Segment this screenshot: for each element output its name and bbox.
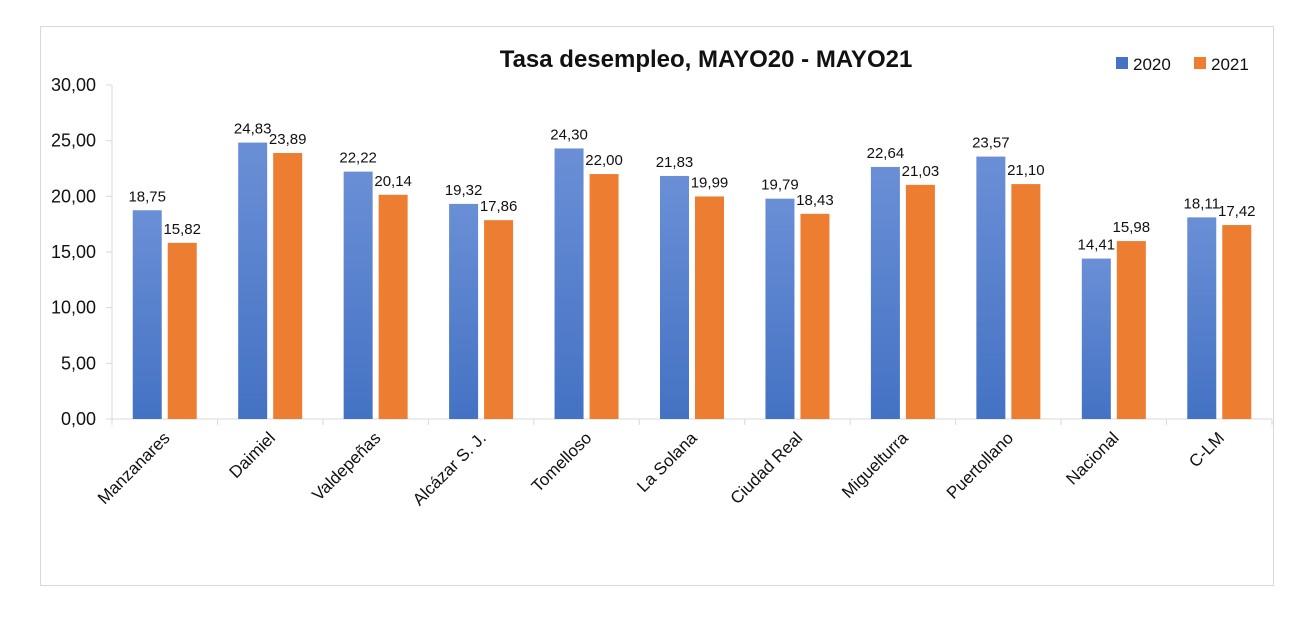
data-label-2020: 21,83 xyxy=(656,154,694,171)
y-tick-label: 5,00 xyxy=(61,353,96,373)
x-tick-label: Tomelloso xyxy=(528,428,596,496)
data-label-2020: 18,75 xyxy=(128,188,166,205)
bar-2021 xyxy=(167,242,197,419)
y-tick-label: 25,00 xyxy=(51,131,96,151)
data-label-2020: 22,22 xyxy=(339,150,377,167)
bar-2020 xyxy=(343,171,373,419)
data-label-2021: 17,42 xyxy=(1218,203,1256,220)
data-label-2020: 18,11 xyxy=(1184,195,1220,212)
bar-2020 xyxy=(1187,217,1217,419)
bar-2020 xyxy=(132,210,162,419)
bar-2020 xyxy=(554,148,584,419)
x-tick-label: Puertollano xyxy=(943,428,1017,502)
bar-2020 xyxy=(870,166,900,419)
x-tick-label: Ciudad Real xyxy=(727,428,807,508)
bar-2021 xyxy=(1011,184,1041,419)
legend-swatch-2020 xyxy=(1116,57,1128,69)
bar-2021 xyxy=(378,194,408,419)
data-label-2020: 14,41 xyxy=(1078,237,1116,254)
x-tick-label: Miguelturra xyxy=(838,428,912,502)
bar-2021 xyxy=(1222,225,1252,419)
bar-2021 xyxy=(695,196,724,419)
data-label-2021: 23,89 xyxy=(269,131,307,148)
legend: 2020 2021 xyxy=(1116,55,1249,74)
data-label-2020: 22,64 xyxy=(867,145,905,162)
bar-2021 xyxy=(589,174,619,419)
x-tick-label: Valdepeñas xyxy=(308,428,384,504)
y-tick-label: 20,00 xyxy=(51,186,96,206)
bar-2020 xyxy=(238,142,268,419)
data-label-2021: 15,98 xyxy=(1113,219,1151,236)
data-label-2021: 17,86 xyxy=(480,198,518,215)
x-axis: Manzanares Daimiel Valdepeñas Alcázar S. J.… xyxy=(94,418,1273,509)
data-label-2021: 15,82 xyxy=(163,221,201,238)
bar-2020 xyxy=(976,156,1006,419)
data-label-2021: 19,99 xyxy=(691,174,729,191)
data-label-2021: 18,43 xyxy=(796,192,834,209)
y-tick-label: 10,00 xyxy=(51,298,96,318)
bar-2020 xyxy=(660,175,689,419)
bar-2020 xyxy=(1081,258,1111,419)
data-label-2020: 24,83 xyxy=(234,121,272,138)
bar-2021 xyxy=(905,184,935,419)
legend-label-2021: 2021 xyxy=(1211,55,1249,74)
bar-2021 xyxy=(800,213,830,419)
bar-2020 xyxy=(449,203,479,419)
x-tick-label: La Solana xyxy=(633,428,701,496)
data-label-2021: 22,00 xyxy=(585,152,623,169)
x-tick-label: Daimiel xyxy=(225,428,279,482)
chart-title: Tasa desempleo, MAYO20 - MAYO21 xyxy=(500,46,913,73)
y-tick-label: 0,00 xyxy=(61,409,96,429)
y-axis: 0,00 5,00 10,00 15,00 20,00 25,00 30,00 xyxy=(51,75,113,429)
bars xyxy=(132,142,1252,420)
data-label-2020: 19,32 xyxy=(445,182,483,199)
data-label-2020: 19,79 xyxy=(761,177,799,194)
data-label-2021: 21,03 xyxy=(902,163,940,180)
bar-2020 xyxy=(765,198,795,419)
bar-2021 xyxy=(1116,241,1146,419)
y-tick-label: 30,00 xyxy=(51,75,96,95)
data-label-2020: 23,57 xyxy=(972,135,1010,152)
bar-2021 xyxy=(484,220,514,419)
bar-2021 xyxy=(273,153,303,420)
x-tick-label: Manzanares xyxy=(94,428,174,508)
y-tick-label: 15,00 xyxy=(51,242,96,262)
data-label-2021: 20,14 xyxy=(374,173,412,190)
legend-swatch-2021 xyxy=(1194,57,1206,69)
data-label-2021: 21,10 xyxy=(1007,162,1045,179)
x-tick-label: C-LM xyxy=(1185,428,1228,471)
x-tick-label: Nacional xyxy=(1062,428,1122,488)
x-tick-label: Alcázar S. J. xyxy=(409,428,490,509)
data-label-2020: 24,30 xyxy=(550,126,588,143)
legend-label-2020: 2020 xyxy=(1133,55,1171,74)
